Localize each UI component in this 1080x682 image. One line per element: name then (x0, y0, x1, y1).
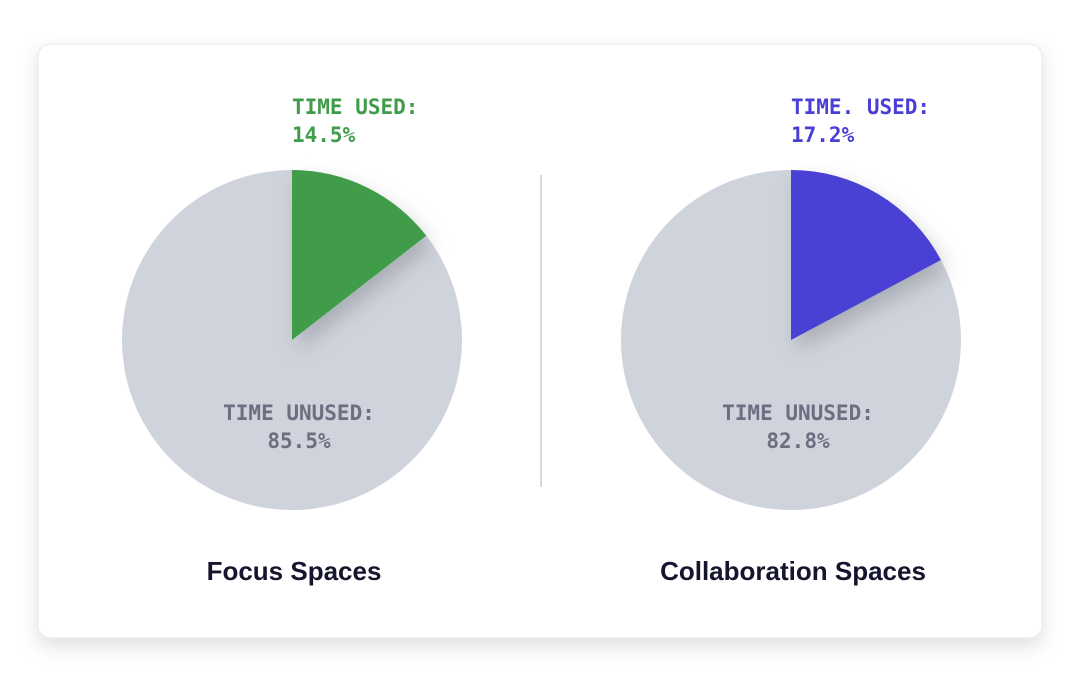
chart-title: Collaboration Spaces (660, 556, 926, 586)
slice-label: TIME. USED: (791, 95, 930, 119)
slice-value-label: 14.5% (292, 123, 356, 147)
pie-slice (292, 170, 427, 340)
pie-slice (122, 170, 463, 510)
chart-title: Focus Spaces (207, 556, 382, 586)
slice-label: TIME UNUSED: (722, 401, 874, 425)
charts: TIME USED: 14.5% TIME UNUSED: 85.5% Focus Sp… (122, 95, 962, 586)
slice-value-label: 82.8% (766, 429, 830, 453)
slice-label: TIME USED: (292, 95, 418, 119)
pie-slice (791, 170, 941, 340)
slice-value-label: 17.2% (791, 123, 855, 147)
slice-label: TIME UNUSED: (223, 401, 375, 425)
slice-value-label: 85.5% (267, 429, 331, 453)
